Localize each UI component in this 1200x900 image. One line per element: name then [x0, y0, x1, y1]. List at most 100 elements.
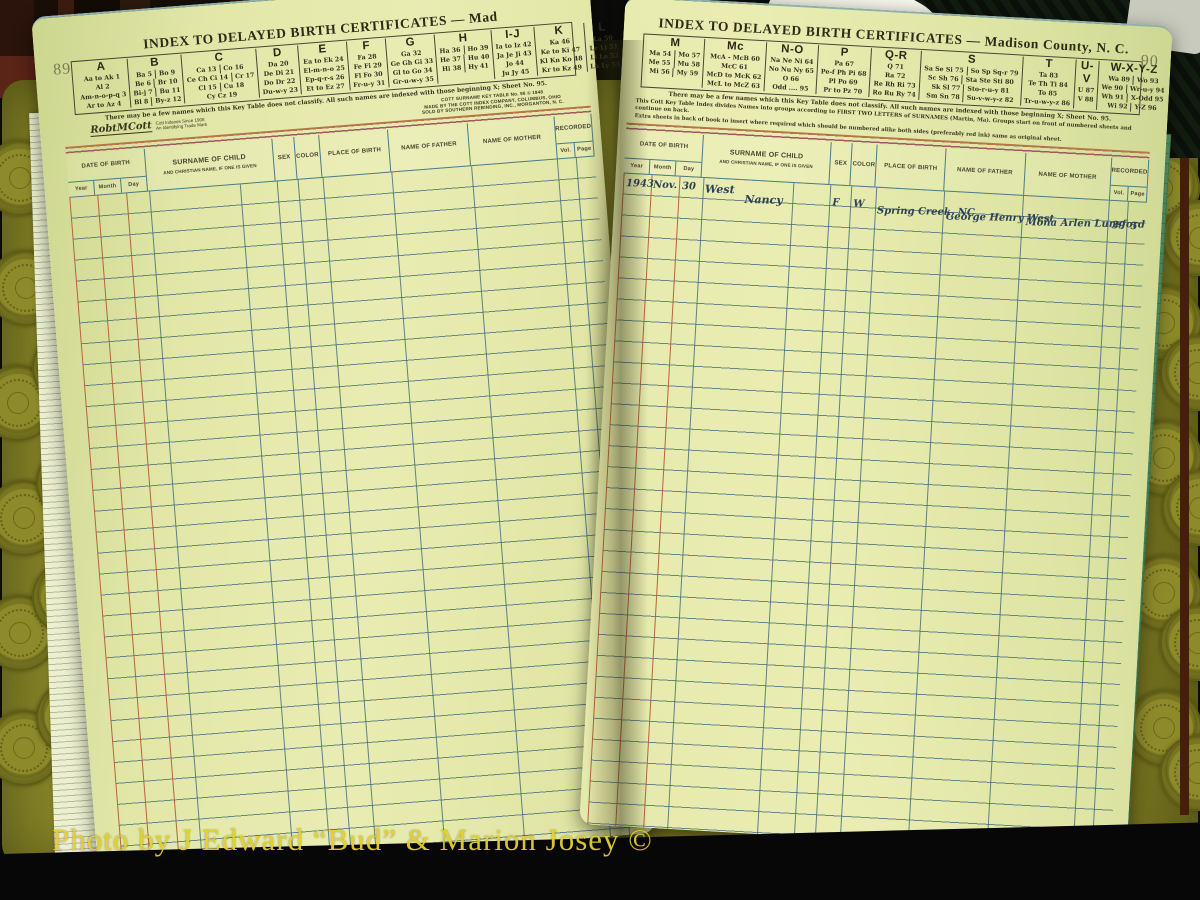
key-table-column: M Ma 54 Mo 57 Me 55 Mu 58 Mi 56 My 59 — [644, 36, 704, 88]
col-header-date-of-birth: DATE OF BIRTH Year Month Day — [65, 148, 148, 197]
key-table-row: Mi 56 My 59 — [648, 67, 700, 79]
key-table-column: Mc McA - McB 60 McC 61 McD to McK 62 McL to … — [701, 38, 767, 92]
key-table-column: C Ca 13 Co 16 Ce Ch Ci 14 Cr 17 Cl 15 Cu 18 Cy … — [180, 48, 260, 104]
key-table-entry: Hy 41 — [463, 61, 490, 73]
key-table-row: Ju Jy 45 — [497, 67, 534, 79]
entry-mother-cell: Mona Arlen Lunsford — [1022, 196, 1145, 230]
entry-day-cell: 30 — [678, 177, 702, 204]
col-header-color: COLOR — [294, 134, 323, 179]
col-header-sex: SEX — [829, 142, 854, 186]
key-table-row: Et to Ez 27 — [305, 82, 347, 94]
key-table-entry: Du-w-y 23 — [262, 86, 299, 97]
key-table-entry: Ro Ru Ry 74 — [872, 89, 916, 99]
key-table-row: Odd .... 95 — [768, 82, 813, 94]
entry-color: W — [853, 198, 865, 210]
key-table-column: U-V U 87 V 88 — [1072, 59, 1099, 110]
col-header-father: NAME OF FATHER — [944, 148, 1027, 195]
key-table-entry: McL to McZ 63 — [706, 80, 761, 90]
col-header-surname: SURNAME OF CHILD AND CHRISTIAN NAME, IF … — [701, 134, 832, 185]
entry-day: 30 — [681, 181, 696, 193]
entry-father-cell: George Henry West — [943, 191, 1055, 224]
key-table-column: I-J Ia to Iz 42 Ja Je Ji 43 Jo 44 Ju Jy 45 — [490, 26, 537, 80]
key-table-entry: Hi 38 — [441, 64, 462, 74]
key-table-row: Kr to Kz 49 — [540, 63, 583, 75]
key-table-column: H Ha 36 Ho 39 He 37 Hu 40 Hi 38 Hy 41 — [434, 30, 495, 84]
page-number-right: 90 — [1140, 52, 1160, 71]
col-header-month: Month — [648, 159, 676, 176]
key-table-column: F Fa 28 Fe Fi 29 Fl Fo 30 Fr-u-y 31 — [345, 38, 389, 91]
col-header-vol: Vol. — [1113, 189, 1125, 197]
key-table-entry: Sm Sn 78 — [926, 92, 960, 102]
entry-color-cell: W — [850, 186, 876, 213]
key-table-row: Gr-u-w-y 35 — [392, 75, 435, 87]
ledger-grid-left — [69, 156, 648, 875]
key-table-column: Q-R Q 71 Ra 72 Re Rh Ri 73 Ro Ru Ry 74 — [868, 48, 922, 100]
col-header-mother: NAME OF MOTHER — [467, 116, 558, 165]
photographer-watermark: Photo by J Edward “Bud” & Marion Josey © — [52, 822, 653, 857]
key-table-entry: By-z 12 — [150, 94, 182, 107]
key-table-column: P Pa 67 Pe-f Ph Pi 68 Pl Po 69 Pr to Pz 70 — [815, 45, 871, 98]
col-header-day: Day — [674, 161, 702, 177]
col-header-day: Day — [119, 176, 147, 193]
entry-month: Nov. — [653, 179, 678, 192]
entry-surname: West — [704, 182, 735, 197]
key-table-column: E Ea to Ek 24 El-m-n-o 25 Ep-q-r-s 26 Et to … — [297, 41, 350, 95]
key-table-column: T Ta 83 Te Th Ti 84 To 85 Tr-u-w-y-z 86 — [1019, 56, 1076, 109]
col-header-month: Month — [93, 178, 121, 195]
entry-page: 5 — [1129, 220, 1138, 233]
key-table-entry: My 59 — [672, 68, 699, 79]
ledger-page-left: 89 INDEX TO DELAYED BIRTH CERTIFICATES —… — [31, 0, 656, 877]
key-table-column: A Aa to Ak 1 Al 2 Am-n-o-p-q 3 Ar to Az 4 — [75, 59, 131, 112]
key-table-column: N-O Na Ne Ni 64 No Nu Ny 65 O 66 Odd .... 95 — [763, 42, 819, 95]
key-table-entry: Kr to Kz 49 — [541, 64, 583, 75]
key-table-column: G Ga 32 Ge Gh Gi 33 Gl to Go 34 Gr-u-w-y 35 — [384, 34, 438, 88]
ledger-grid-right: 1943 Nov. 30 West Nancy F W Spring Creek… — [587, 173, 1147, 854]
key-table-column: K Ka 46 Ke to Ki 47 Kl Kn Ko 48 Kr to Kz 49 — [533, 22, 587, 76]
key-table-entry: Et to Ez 27 — [306, 82, 346, 93]
col-header-recorded: RECORDED Vol. Page — [1109, 157, 1150, 202]
entry-place-cell: Spring Creek, NC — [874, 188, 975, 218]
col-header-father: NAME OF FATHER — [388, 123, 472, 172]
surname-column-divider — [757, 183, 795, 835]
key-table-entry: Y-Z 96 — [1130, 102, 1157, 114]
cover-spine-edge-right — [1180, 145, 1189, 815]
key-table-column: D Da 20 De Di 21 Do Dr 22 Du-w-y 23 — [255, 45, 302, 98]
col-header-color: COLOR — [850, 143, 878, 187]
key-table-entry: Wi 92 — [1107, 102, 1128, 111]
col-header-vol: Vol. — [560, 147, 572, 154]
col-header-page: Page — [1127, 186, 1147, 202]
key-table-entry: Cy Cz 19 — [206, 91, 238, 101]
key-table-entry: Mi 56 — [649, 67, 670, 76]
key-table-entry: Ju Jy 45 — [501, 68, 530, 78]
col-header-mother: NAME OF MOTHER — [1023, 152, 1113, 200]
key-table-entry: Gr-u-w-y 35 — [392, 75, 435, 87]
key-table-letter: U-V — [1080, 59, 1095, 86]
key-table-row: Fr-u-y 31 — [353, 79, 386, 90]
book-gutter-shadow — [586, 40, 648, 860]
key-table-entry: Bl 8 — [133, 98, 149, 107]
entry-month-cell: Nov. — [649, 175, 679, 203]
key-table-entry: Su-v-w-y-z 82 — [962, 93, 1014, 106]
key-table-row: McL to McZ 63 — [706, 79, 761, 91]
ledger-page-right: 90 INDEX TO DELAYED BIRTH CERTIFICATES —… — [579, 0, 1173, 855]
entry-vol-cell: 39 — [1109, 201, 1129, 232]
key-table-row: V 88 — [1077, 95, 1094, 105]
col-header-place: PLACE OF BIRTH — [875, 144, 947, 191]
entry-page-cell: 5 — [1127, 202, 1147, 233]
col-header-place: PLACE OF BIRTH — [318, 129, 392, 177]
key-table-row: Ro Ru Ry 74 — [872, 88, 916, 99]
entry-sex-cell: F — [829, 185, 851, 212]
key-table-row: Tr-u-w-y-z 86 — [1024, 97, 1071, 109]
entry-given-name: Nancy — [744, 192, 784, 207]
key-table-entry: Pr to Pz 70 — [823, 86, 863, 96]
key-table-row: Du-w-y 23 — [262, 86, 298, 98]
key-table-row: Pr to Pz 70 — [820, 85, 866, 97]
key-table-column: S Sa Se Si 75 So Sp Sq-r 79 Sc Sh 76 Sta Ste… — [918, 50, 1023, 106]
key-table-entry: Odd .... 95 — [772, 83, 809, 93]
entry-sex: F — [832, 197, 840, 209]
page-number-left: 89 — [52, 60, 72, 79]
entry-vol: 39 — [1111, 220, 1126, 232]
col-header-year: Year — [74, 185, 88, 193]
key-table-entry: V 88 — [1077, 95, 1094, 104]
